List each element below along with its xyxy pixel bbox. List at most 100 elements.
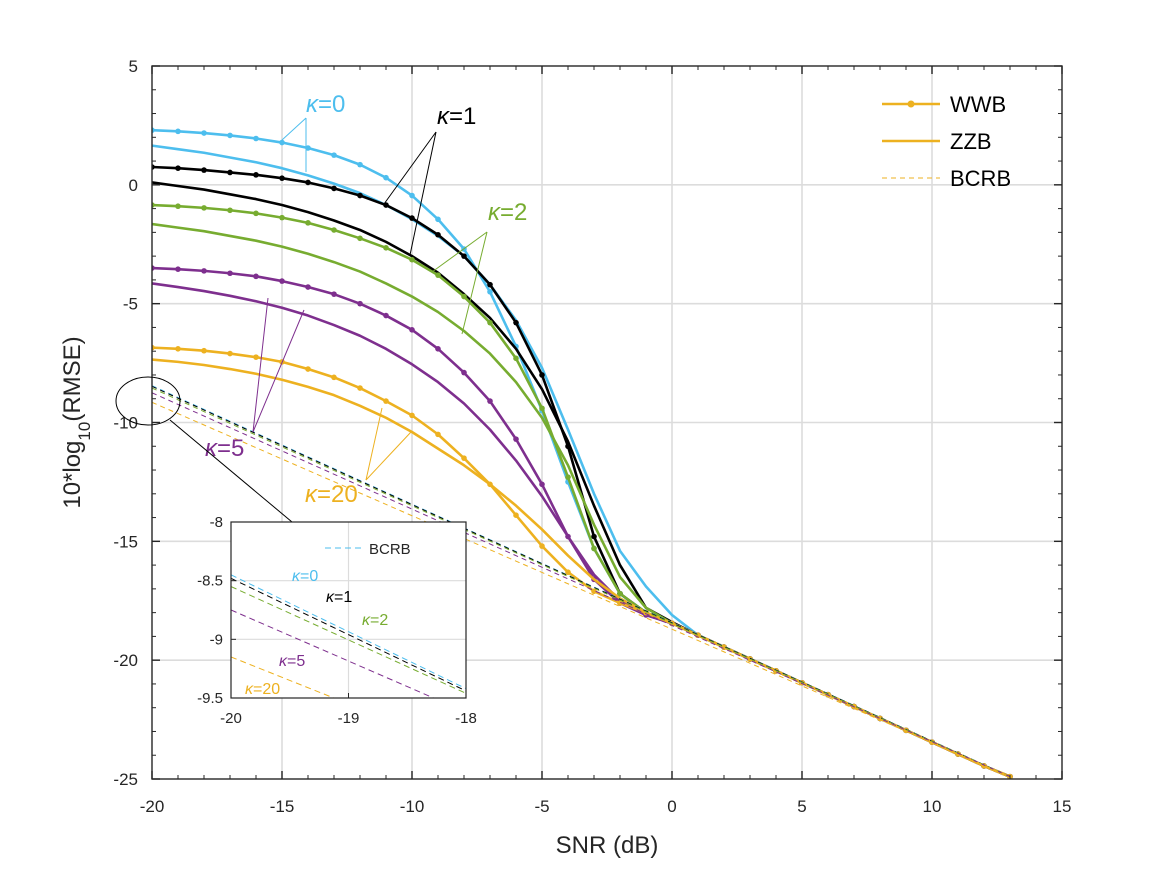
kappa-symbol: κ xyxy=(326,589,335,606)
wwb-point-k0 xyxy=(253,135,259,142)
wwb-point-k5 xyxy=(305,284,311,290)
pointer-k2 xyxy=(461,231,488,335)
inset-bcrb-line-k5 xyxy=(231,609,435,698)
wwb-point-k2 xyxy=(487,319,493,326)
kappa-value: =1 xyxy=(449,103,476,130)
pointer-k20 xyxy=(365,407,383,481)
kappa-label-k1: κ=1 xyxy=(437,103,476,130)
wwb-point-k1 xyxy=(201,167,207,173)
x-tick-label: -5 xyxy=(534,797,549,816)
kappa-symbol: κ xyxy=(362,612,371,629)
kappa-symbol: κ xyxy=(306,91,320,118)
wwb-point-k1 xyxy=(357,192,363,199)
kappa-symbol: κ xyxy=(245,681,254,698)
y-axis-label-tail: (RMSE) xyxy=(59,336,86,421)
x-axis-label: SNR (dB) xyxy=(556,832,659,859)
wwb-point-k5 xyxy=(357,300,363,307)
zoom-ellipse xyxy=(115,376,181,426)
wwb-point-k20 xyxy=(305,366,311,372)
wwb-point-k2 xyxy=(591,545,597,552)
inset-y-tick-label: -8.5 xyxy=(197,573,223,590)
kappa-value: =0 xyxy=(318,91,345,118)
inset-bcrb-line-k0 xyxy=(231,574,466,690)
kappa-symbol: κ xyxy=(305,481,319,508)
kappa-value: =5 xyxy=(217,435,244,462)
wwb-point-k0 xyxy=(357,161,363,168)
wwb-point-k20 xyxy=(227,350,233,357)
inset-bcrb-line-k20 xyxy=(231,656,336,698)
y-axis-label-main: 10*log xyxy=(59,441,86,509)
wwb-point-k0 xyxy=(175,128,181,135)
wwb-point-k1 xyxy=(591,533,597,540)
wwb-point-k5 xyxy=(435,346,441,352)
wwb-point-k1 xyxy=(279,175,285,181)
wwb-point-k5 xyxy=(539,481,545,488)
bcrb-line-k20 xyxy=(152,401,1011,778)
series-group xyxy=(152,127,1013,779)
wwb-point-k20 xyxy=(539,543,545,549)
wwb-point-k5 xyxy=(461,369,467,376)
kappa-symbol: κ xyxy=(488,199,502,226)
inset-x-tick-label: -19 xyxy=(338,710,360,727)
y-tick-label: -15 xyxy=(113,532,138,551)
wwb-point-k1 xyxy=(513,319,519,326)
wwb-point-k2 xyxy=(617,590,623,597)
wwb-point-k0 xyxy=(201,130,207,136)
wwb-point-k2 xyxy=(175,203,181,210)
kappa-label-k0: κ=0 xyxy=(306,91,345,118)
kappa-label-k5: κ=5 xyxy=(205,435,244,462)
inset-kappa-label: κ=2 xyxy=(362,612,388,629)
y-axis-label: 10*log10(RMSE) xyxy=(59,336,94,508)
legend-label: ZZB xyxy=(950,129,992,154)
wwb-point-k20 xyxy=(201,347,207,354)
kappa-label-k2: κ=2 xyxy=(488,199,527,226)
wwb-point-k0 xyxy=(331,152,337,158)
inset-series xyxy=(231,574,466,698)
inset-x-tick-label: -18 xyxy=(455,710,477,727)
y-tick-label: -10 xyxy=(113,414,138,433)
wwb-point-k2 xyxy=(513,355,519,362)
annotations: κ=0 κ=1κ=2κ=5κ=20 xyxy=(115,91,527,523)
kappa-symbol: κ xyxy=(205,435,219,462)
wwb-point-k1 xyxy=(305,179,311,186)
wwb-point-k20 xyxy=(591,588,597,595)
x-tick-label: -20 xyxy=(140,797,165,816)
wwb-point-k20 xyxy=(253,354,259,360)
kappa-symbol: κ xyxy=(437,103,451,130)
wwb-point-k1 xyxy=(175,165,181,171)
wwb-point-k20 xyxy=(383,398,389,404)
inset-legend-label: BCRB xyxy=(369,541,411,558)
inset-plot: -20 -19 -18-8-8.5-9-9.5BCRBκ=0κ=1κ=2κ=5κ=2… xyxy=(197,514,477,727)
x-tick-label: 0 xyxy=(667,797,676,816)
wwb-point-k2 xyxy=(409,256,415,263)
wwb-point-k2 xyxy=(357,235,363,242)
y-axis-label-sub: 10 xyxy=(75,422,94,441)
kappa-value: =2 xyxy=(500,199,527,226)
wwb-point-k1 xyxy=(331,185,337,192)
wwb-point-k5 xyxy=(201,268,207,274)
kappa-value: =20 xyxy=(317,481,358,508)
x-tick-label: 10 xyxy=(923,797,942,816)
inset-kappa-label: κ=1 xyxy=(326,589,352,606)
y-tick-label: 5 xyxy=(129,57,138,76)
wwb-point-k1 xyxy=(539,372,545,378)
wwb-point-k2 xyxy=(201,205,207,211)
inset-y-tick-label: -9.5 xyxy=(197,690,223,707)
wwb-point-k5 xyxy=(279,278,285,284)
kappa-label-k20: κ=20 xyxy=(305,481,358,508)
legend-label: WWB xyxy=(950,92,1006,117)
pointer-k1 xyxy=(409,131,437,256)
wwb-point-k5 xyxy=(175,266,181,273)
wwb-point-k20 xyxy=(409,412,415,419)
wwb-point-k1 xyxy=(227,169,233,176)
wwb-point-k5 xyxy=(487,398,493,404)
wwb-point-k0 xyxy=(435,216,441,223)
x-tick-label: -15 xyxy=(270,797,295,816)
wwb-point-k20 xyxy=(513,512,519,518)
pointer-k5 xyxy=(252,297,269,433)
x-tick-label: 15 xyxy=(1053,797,1072,816)
wwb-point-k2 xyxy=(253,210,259,217)
wwb-point-k20 xyxy=(617,600,623,606)
